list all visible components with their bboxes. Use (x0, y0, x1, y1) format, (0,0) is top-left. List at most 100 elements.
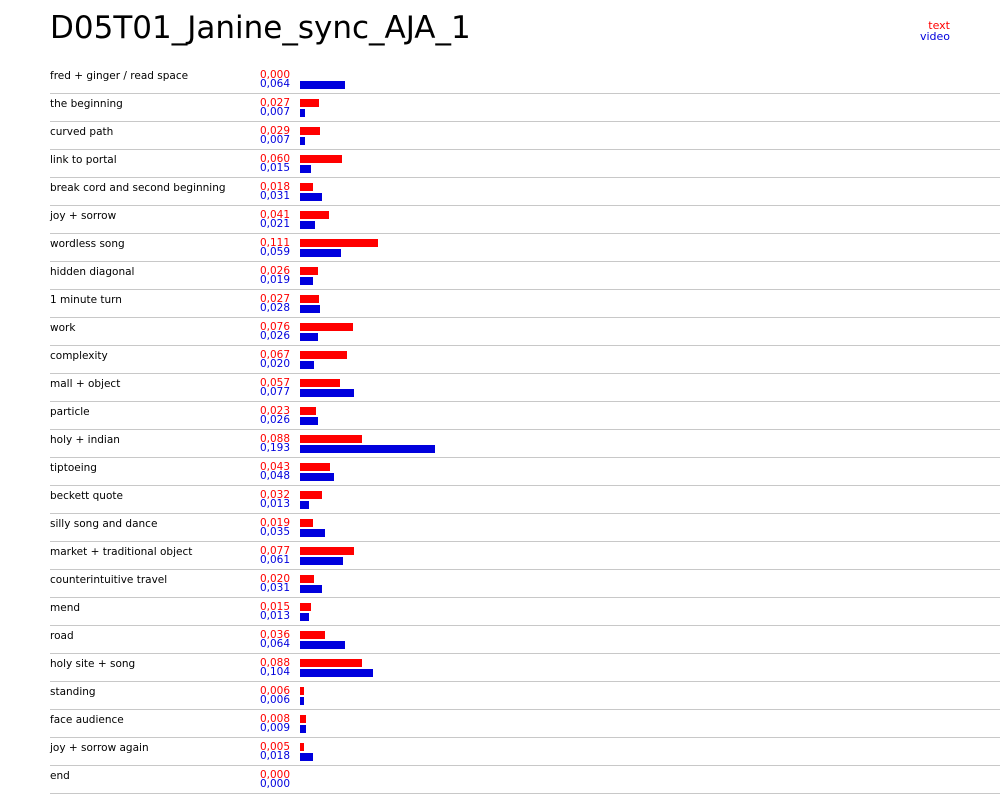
video-value-label: 0,104 (259, 666, 290, 678)
category-label: break cord and second beginning (50, 182, 226, 194)
video-value-label: 0,035 (259, 526, 290, 538)
chart-row: work 0,076 0,026 (50, 318, 1000, 346)
chart-row: wordless song 0,111 0,059 (50, 234, 1000, 262)
chart-row: link to portal 0,060 0,015 (50, 150, 1000, 178)
text-bar (300, 267, 318, 275)
text-value-label: 0,020 (259, 573, 290, 585)
video-bar (300, 277, 313, 285)
category-label: end (50, 770, 70, 782)
text-value-label: 0,067 (259, 349, 290, 361)
video-bar (300, 697, 304, 705)
category-label: link to portal (50, 154, 117, 166)
text-value-label: 0,076 (259, 321, 290, 333)
legend: text video (920, 20, 950, 42)
video-value-label: 0,013 (259, 610, 290, 622)
video-bar (300, 557, 343, 565)
text-bar (300, 463, 330, 471)
text-bar (300, 127, 320, 135)
text-value-label: 0,027 (259, 97, 290, 109)
text-bar (300, 155, 342, 163)
category-label: tiptoeing (50, 462, 97, 474)
video-bar (300, 613, 309, 621)
video-value-label: 0,193 (259, 442, 290, 454)
video-value-label: 0,019 (259, 274, 290, 286)
text-value-label: 0,023 (259, 405, 290, 417)
video-bar (300, 473, 334, 481)
video-bar (300, 305, 320, 313)
page-title: D05T01_Janine_sync_AJA_1 (50, 10, 471, 46)
text-value-label: 0,036 (259, 629, 290, 641)
text-value-label: 0,057 (259, 377, 290, 389)
text-value-label: 0,008 (259, 713, 290, 725)
video-bar (300, 389, 354, 397)
video-value-label: 0,064 (259, 78, 290, 90)
text-value-label: 0,026 (259, 265, 290, 277)
category-label: complexity (50, 350, 108, 362)
text-value-label: 0,111 (259, 237, 290, 249)
text-bar (300, 603, 311, 611)
video-bar (300, 529, 325, 537)
video-value-label: 0,015 (259, 162, 290, 174)
category-label: standing (50, 686, 96, 698)
text-bar (300, 99, 319, 107)
text-value-label: 0,060 (259, 153, 290, 165)
text-bar (300, 575, 314, 583)
bar-chart: fred + ginger / read space 0,000 0,064 the … (50, 66, 1000, 794)
video-value-label: 0,077 (259, 386, 290, 398)
text-bar (300, 323, 353, 331)
text-bar (300, 407, 316, 415)
text-bar (300, 379, 340, 387)
video-value-label: 0,031 (259, 190, 290, 202)
category-label: the beginning (50, 98, 123, 110)
video-value-label: 0,061 (259, 554, 290, 566)
text-bar (300, 687, 304, 695)
category-label: 1 minute turn (50, 294, 122, 306)
chart-row: joy + sorrow again 0,005 0,018 (50, 738, 1000, 766)
chart-row: the beginning 0,027 0,007 (50, 94, 1000, 122)
video-bar (300, 417, 318, 425)
video-value-label: 0,026 (259, 414, 290, 426)
video-bar (300, 249, 341, 257)
video-bar (300, 81, 345, 89)
legend-entry-video: video (919, 30, 950, 43)
legend-entry-text: text (928, 19, 950, 32)
chart-row: mend 0,015 0,013 (50, 598, 1000, 626)
chart-row: silly song and dance 0,019 0,035 (50, 514, 1000, 542)
category-label: particle (50, 406, 90, 418)
text-value-label: 0,006 (259, 685, 290, 697)
category-label: face audience (50, 714, 124, 726)
chart-row: complexity 0,067 0,020 (50, 346, 1000, 374)
category-label: beckett quote (50, 490, 123, 502)
video-bar (300, 109, 305, 117)
category-label: market + traditional object (50, 546, 193, 558)
video-value-label: 0,021 (259, 218, 290, 230)
text-bar (300, 659, 362, 667)
chart-row: market + traditional object 0,077 0,061 (50, 542, 1000, 570)
text-value-label: 0,015 (259, 601, 290, 613)
category-label: road (50, 630, 74, 642)
chart-row: end 0,000 0,000 (50, 766, 1000, 794)
text-value-label: 0,043 (259, 461, 290, 473)
category-label: holy + indian (50, 434, 120, 446)
video-bar (300, 165, 311, 173)
video-value-label: 0,013 (259, 498, 290, 510)
text-bar (300, 743, 304, 751)
chart-row: holy site + song 0,088 0,104 (50, 654, 1000, 682)
chart-row: face audience 0,008 0,009 (50, 710, 1000, 738)
video-value-label: 0,026 (259, 330, 290, 342)
video-bar (300, 221, 315, 229)
video-bar (300, 361, 314, 369)
video-bar (300, 753, 313, 761)
video-value-label: 0,000 (259, 778, 290, 790)
video-bar (300, 669, 373, 677)
chart-row: hidden diagonal 0,026 0,019 (50, 262, 1000, 290)
video-value-label: 0,031 (259, 582, 290, 594)
text-bar (300, 351, 347, 359)
text-bar (300, 491, 322, 499)
video-value-label: 0,064 (259, 638, 290, 650)
chart-row: 1 minute turn 0,027 0,028 (50, 290, 1000, 318)
text-value-label: 0,032 (259, 489, 290, 501)
video-bar (300, 333, 318, 341)
video-bar (300, 137, 305, 145)
category-label: counterintuitive travel (50, 574, 168, 586)
